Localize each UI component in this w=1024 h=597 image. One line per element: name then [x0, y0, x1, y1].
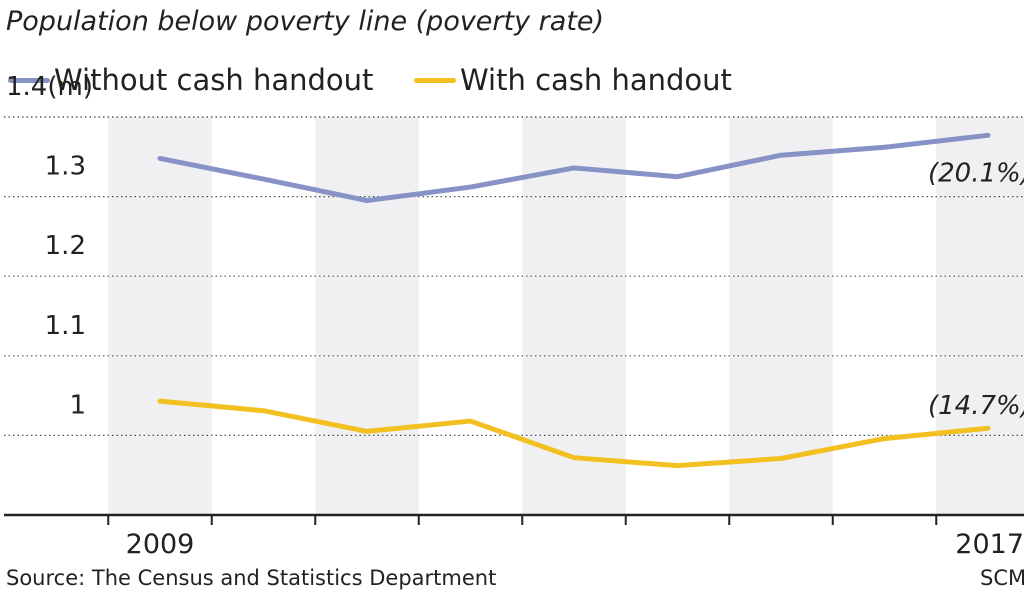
y-tick-label: 1.4(m)	[6, 72, 93, 102]
legend-swatch-with	[414, 77, 456, 83]
chart-title: Population below poverty line (poverty r…	[6, 6, 605, 37]
band-2015	[729, 117, 833, 515]
legend-swatch-without	[8, 77, 50, 83]
y-tick-label: 1	[69, 390, 86, 420]
band-2017	[936, 117, 1024, 515]
band-2009	[108, 117, 212, 515]
end-label: (20.1%)	[928, 158, 1024, 188]
y-tick-label: 1.2	[45, 231, 86, 261]
y-tick-label: 1.3	[45, 152, 86, 182]
legend-item-without-cash-handout: Without cash handout	[8, 60, 373, 100]
band-2013	[522, 117, 626, 515]
legend-label-with: With cash handout	[460, 63, 732, 97]
credit-label: SCM	[980, 566, 1024, 590]
legend-item-with-cash-handout: With cash handout	[414, 60, 732, 100]
x-tick-label: 2017	[955, 529, 1024, 560]
x-tick-label: 2009	[126, 529, 195, 560]
end-label: (14.7%)	[928, 391, 1024, 421]
legend-label-without: Without cash handout	[54, 63, 374, 97]
source-note: Source: The Census and Statistics Depart…	[6, 566, 497, 590]
y-tick-label: 1.1	[45, 311, 86, 341]
band-2011	[315, 117, 419, 515]
